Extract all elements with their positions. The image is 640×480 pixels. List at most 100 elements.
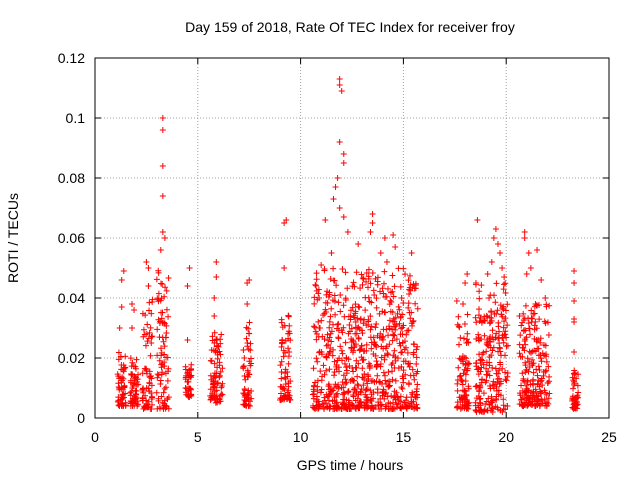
data-point	[313, 402, 320, 409]
data-point	[498, 352, 505, 359]
data-point	[210, 380, 217, 387]
data-point	[120, 268, 127, 274]
data-point	[388, 298, 395, 305]
data-point	[149, 401, 156, 408]
grid	[95, 58, 609, 418]
data-point	[219, 391, 226, 398]
data-point	[321, 310, 328, 317]
data-point	[367, 326, 374, 333]
data-point	[278, 316, 285, 323]
data-point	[341, 360, 348, 367]
data-point	[331, 358, 338, 365]
data-point	[374, 386, 381, 393]
data-point	[135, 381, 142, 388]
data-point	[381, 268, 388, 275]
data-point	[338, 88, 345, 94]
data-point	[382, 377, 389, 384]
data-point	[497, 348, 504, 355]
data-point	[473, 395, 480, 402]
data-point	[542, 320, 549, 327]
data-point	[528, 307, 535, 314]
data-point	[147, 352, 154, 359]
data-point	[335, 299, 342, 306]
data-point	[386, 383, 393, 390]
data-point	[318, 317, 325, 324]
data-point	[533, 392, 540, 399]
data-point	[478, 282, 485, 289]
data-point	[369, 220, 376, 226]
data-point	[154, 352, 161, 359]
data-point	[320, 404, 327, 411]
data-point	[494, 406, 501, 413]
data-point	[460, 301, 467, 307]
chart-title: Day 159 of 2018, Rate Of TEC Index for r…	[185, 19, 515, 35]
data-point	[338, 327, 345, 334]
data-point	[402, 371, 409, 378]
data-point	[335, 320, 342, 327]
data-point	[354, 325, 361, 332]
data-point	[405, 327, 412, 334]
data-point	[380, 280, 387, 287]
data-point	[516, 313, 523, 320]
data-point	[283, 217, 290, 223]
data-point	[244, 301, 251, 307]
data-point	[516, 350, 523, 357]
data-point	[357, 285, 364, 292]
data-point	[377, 250, 384, 256]
data-point	[365, 266, 372, 273]
data-point	[522, 402, 529, 409]
data-point	[385, 351, 392, 358]
data-point	[207, 392, 214, 399]
data-point	[363, 341, 370, 348]
data-point	[155, 316, 162, 323]
data-point	[464, 336, 471, 343]
data-point	[324, 288, 331, 295]
data-point	[500, 324, 507, 331]
data-point	[348, 344, 355, 351]
data-point	[400, 367, 407, 374]
data-point	[486, 372, 493, 379]
data-point	[535, 302, 542, 309]
data-point	[145, 335, 152, 342]
data-point	[359, 275, 366, 282]
data-point	[373, 295, 380, 302]
data-point	[569, 396, 576, 403]
data-point	[373, 362, 380, 369]
data-point	[355, 360, 362, 367]
data-point	[526, 325, 533, 332]
data-point	[570, 401, 577, 408]
data-point	[159, 319, 166, 326]
data-point	[212, 399, 219, 406]
data-point	[323, 354, 330, 361]
data-point	[389, 272, 396, 279]
data-point	[342, 296, 349, 303]
data-point	[412, 280, 419, 287]
data-point	[357, 315, 364, 322]
data-point	[163, 287, 170, 294]
data-point	[129, 371, 136, 378]
data-point	[161, 320, 168, 327]
data-point	[320, 400, 327, 407]
data-point	[129, 301, 136, 307]
data-point	[187, 386, 194, 393]
data-point	[401, 346, 408, 353]
data-point	[371, 339, 378, 346]
data-point	[543, 367, 550, 374]
data-point	[369, 270, 376, 277]
data-point	[501, 318, 508, 325]
data-point	[569, 393, 576, 400]
data-point	[377, 379, 384, 386]
data-point	[504, 322, 511, 329]
data-point	[154, 326, 161, 333]
data-point	[571, 298, 578, 304]
data-point	[246, 389, 253, 396]
data-point	[322, 217, 329, 223]
data-point	[159, 115, 166, 121]
data-point	[246, 277, 253, 283]
data-point	[519, 353, 526, 360]
data-point	[479, 357, 486, 364]
data-point	[463, 355, 470, 362]
data-point	[398, 384, 405, 391]
data-point	[356, 347, 363, 354]
data-point	[326, 324, 333, 331]
